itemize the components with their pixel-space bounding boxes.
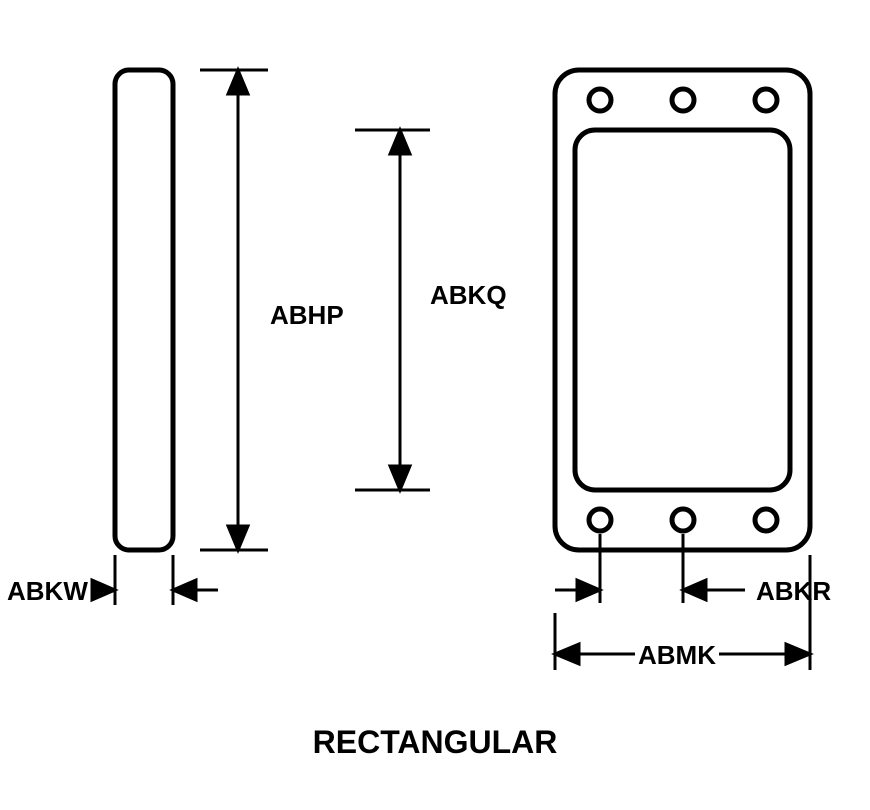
hole-top-2 — [672, 89, 694, 111]
label-abkq: ABKQ — [430, 280, 507, 311]
label-abkw: ABKW — [7, 576, 88, 607]
hole-top-3 — [755, 89, 777, 111]
label-abkr: ABKR — [756, 576, 831, 607]
side-view-rect — [115, 70, 173, 550]
dim-abhp — [200, 70, 268, 550]
diagram-svg — [0, 0, 870, 810]
dim-abkw — [92, 555, 218, 605]
diagram-canvas: ABKW ABHP ABKQ ABKR ABMK RECTANGULAR — [0, 0, 870, 810]
label-abmk: ABMK — [635, 640, 719, 671]
hole-bot-1 — [589, 509, 611, 531]
hole-top-1 — [589, 89, 611, 111]
label-abhp: ABHP — [270, 300, 344, 331]
hole-bot-3 — [755, 509, 777, 531]
dim-abkq — [355, 130, 430, 490]
hole-bot-2 — [672, 509, 694, 531]
front-view-inner — [575, 130, 790, 490]
diagram-title: RECTANGULAR — [0, 724, 870, 761]
